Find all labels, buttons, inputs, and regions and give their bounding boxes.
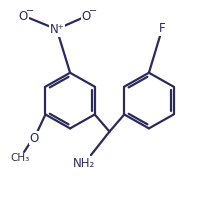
Text: O: O	[29, 132, 39, 144]
Text: NH₂: NH₂	[73, 157, 95, 170]
Text: CH₃: CH₃	[10, 153, 29, 163]
Text: −: −	[88, 6, 97, 16]
Text: O: O	[81, 10, 91, 22]
Text: F: F	[159, 22, 165, 35]
Text: O: O	[19, 10, 28, 22]
Text: N⁺: N⁺	[49, 24, 64, 36]
Text: −: −	[26, 6, 34, 16]
